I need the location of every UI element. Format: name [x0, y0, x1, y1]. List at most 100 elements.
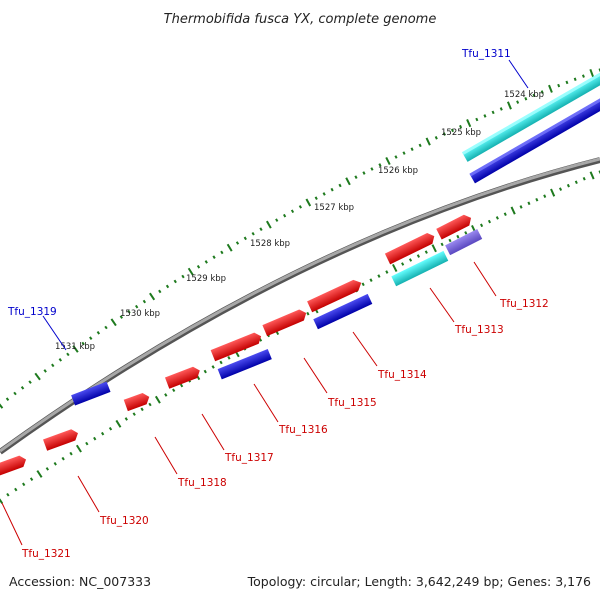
outer-tick: [13, 391, 17, 396]
callout-line-1311: [508, 59, 529, 89]
outer-tick: [43, 369, 47, 373]
inner-tick: [566, 183, 570, 188]
inner-tick: [456, 234, 460, 239]
feature-cds-1315[interactable]: [262, 307, 308, 337]
inner-tick: [132, 412, 136, 416]
callout-line-1319: [42, 315, 67, 351]
gene-label-1312[interactable]: Tfu_1312: [499, 298, 549, 310]
feature-rna-1311[interactable]: [462, 72, 600, 162]
kbp-label-1531: 1531 kbp: [55, 342, 95, 352]
outer-tick: [330, 187, 334, 192]
feature-cds-1319[interactable]: [71, 381, 111, 406]
outer-tick: [557, 83, 561, 88]
gene-label-1319[interactable]: Tfu_1319: [7, 306, 57, 318]
inner-tick: [369, 278, 373, 282]
genome-summary-text: Topology: circular; Length: 3,642,249 bp…: [247, 574, 591, 589]
gene-label-1313[interactable]: Tfu_1313: [454, 324, 504, 336]
kbp-label-1528: 1528 kbp: [250, 239, 290, 249]
inner-tick: [550, 188, 556, 197]
kbp-label-1529: 1529 kbp: [186, 274, 226, 284]
kbp-label-1530: 1530 kbp: [120, 309, 160, 319]
inner-tick: [306, 311, 310, 316]
feature-misc-1312[interactable]: [445, 229, 483, 256]
feature-cds-1311[interactable]: [469, 93, 600, 184]
inner-tick: [154, 395, 161, 404]
outer-tick: [385, 156, 391, 166]
inner-tick: [416, 254, 420, 258]
outer-tick: [466, 119, 472, 128]
outer-tick: [345, 177, 351, 186]
upper-strand-features: [0, 72, 600, 477]
inner-tick: [464, 231, 468, 235]
outer-tick: [89, 336, 93, 340]
gene-label-1315[interactable]: Tfu_1315: [327, 397, 377, 409]
outer-tick: [81, 341, 85, 346]
inner-tick: [219, 360, 223, 365]
outer-tick: [314, 196, 318, 200]
outer-tick: [434, 136, 438, 140]
outer-tick: [506, 101, 512, 110]
inner-tick: [115, 419, 122, 428]
feature-cds-1314-b[interactable]: [313, 293, 373, 330]
inner-tick: [36, 470, 43, 478]
inner-tick: [361, 282, 365, 287]
outer-tick: [589, 68, 595, 78]
outer-tick: [394, 155, 398, 159]
callout-line-1317: [201, 413, 225, 451]
inner-tick: [527, 201, 531, 206]
inner-tick: [559, 187, 563, 191]
feature-cds-1321[interactable]: [0, 454, 28, 477]
inner-tick: [503, 212, 507, 217]
outer-tick: [266, 220, 272, 229]
gene-label-1320[interactable]: Tfu_1320: [99, 515, 149, 527]
inner-tick: [543, 194, 547, 198]
gene-label-1321[interactable]: Tfu_1321: [21, 548, 71, 560]
outer-tick: [220, 250, 224, 255]
inner-tick: [6, 492, 10, 497]
feature-cds-1316-b[interactable]: [217, 348, 272, 380]
inner-tick: [385, 270, 389, 274]
outer-tick: [581, 74, 585, 78]
outer-tick: [483, 114, 487, 118]
inner-tick: [487, 219, 492, 224]
feature-cds-1318[interactable]: [123, 391, 152, 412]
inner-tick: [582, 177, 586, 181]
outer-tick: [243, 236, 247, 241]
inner-tick: [124, 417, 128, 421]
gene-label-1317[interactable]: Tfu_1317: [224, 452, 274, 464]
outer-tick: [370, 167, 374, 171]
outer-tick: [548, 84, 553, 93]
outer-tick: [0, 403, 4, 409]
gene-label-1316[interactable]: Tfu_1316: [278, 424, 328, 436]
outer-tick: [410, 147, 414, 152]
feature-cds-1320[interactable]: [43, 428, 80, 451]
outer-tick: [305, 198, 312, 207]
outer-tick: [275, 218, 279, 222]
callout-line-1312: [473, 261, 497, 297]
feature-cds-1312-a[interactable]: [436, 212, 474, 240]
feature-cds-1316-a[interactable]: [210, 331, 264, 362]
feature-rna-1313[interactable]: [391, 250, 449, 287]
inner-tick: [0, 498, 4, 504]
gene-label-1311[interactable]: Tfu_1311: [461, 48, 511, 60]
inner-tick: [535, 197, 539, 202]
inner-tick: [45, 467, 50, 471]
outer-tick: [34, 372, 41, 381]
outer-tick: [338, 183, 342, 188]
gene-label-1314[interactable]: Tfu_1314: [377, 369, 427, 381]
outer-tick: [450, 128, 455, 133]
feature-cds-1317[interactable]: [164, 365, 202, 389]
inner-tick: [203, 369, 207, 374]
outer-tick: [226, 243, 233, 252]
feature-cds-1313-a[interactable]: [384, 231, 437, 265]
feature-cds-1314-a[interactable]: [307, 277, 364, 313]
outer-tick: [142, 299, 147, 304]
outer-tick: [418, 143, 422, 148]
outer-tick: [491, 110, 495, 115]
outer-tick: [378, 163, 382, 167]
gene-label-1318[interactable]: Tfu_1318: [177, 477, 227, 489]
outer-tick: [573, 77, 577, 81]
inner-tick: [140, 407, 144, 412]
inner-tick: [93, 436, 97, 441]
outer-tick: [283, 213, 287, 218]
